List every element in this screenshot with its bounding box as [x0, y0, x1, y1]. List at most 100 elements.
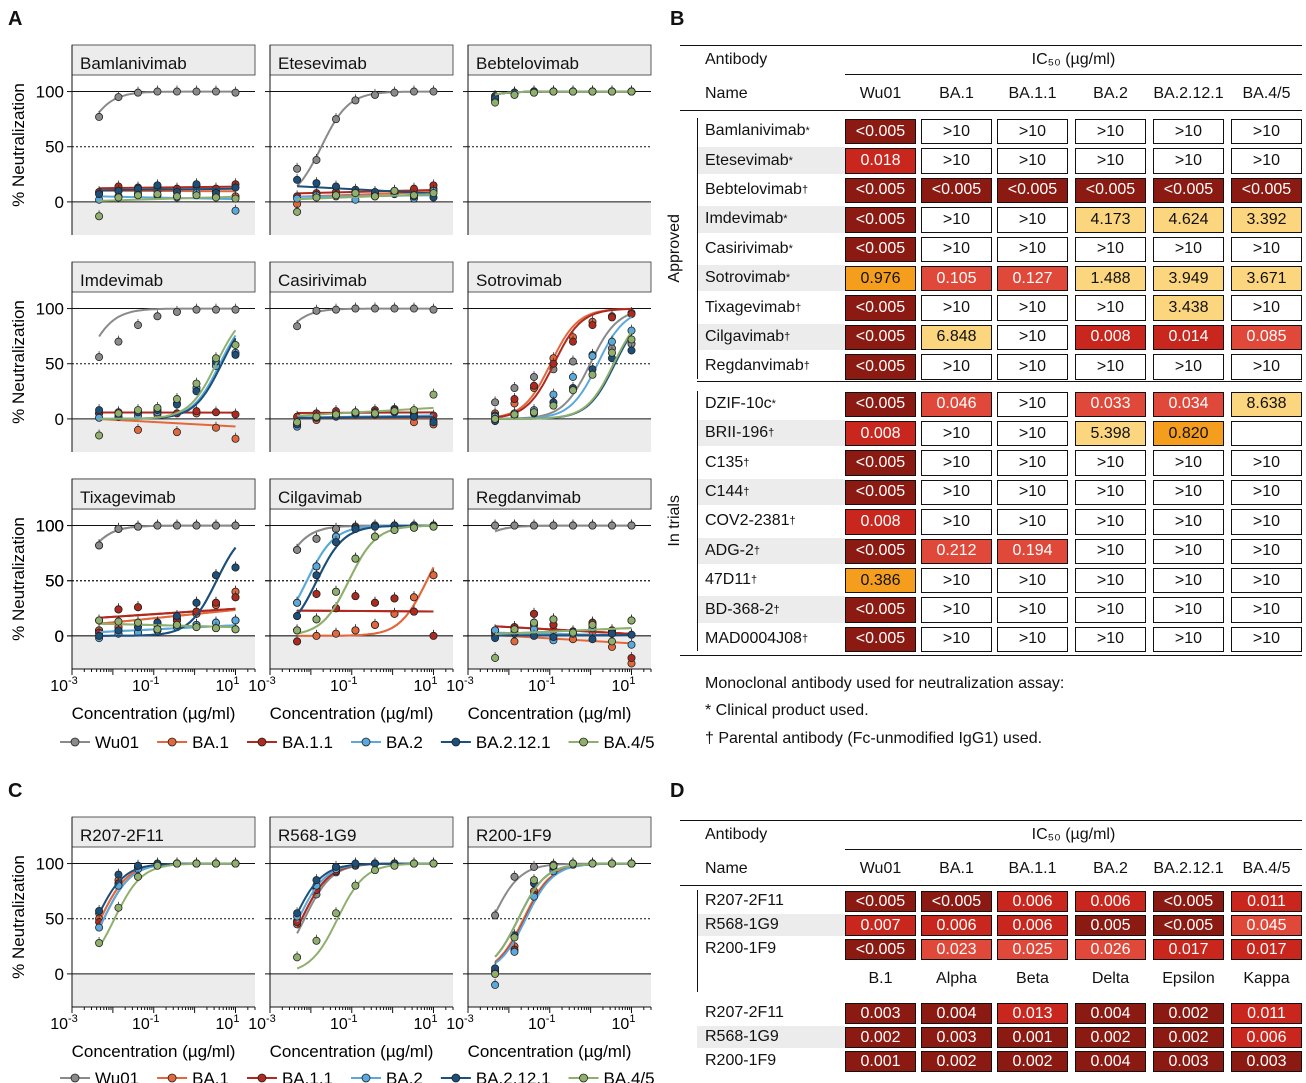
- ic50-cell: 0.017: [1153, 939, 1224, 960]
- data-point-ba-1-1: [114, 605, 123, 614]
- data-point-ba-4-5: [332, 909, 341, 918]
- data-point-wu01: [95, 353, 104, 362]
- subplot-tixagevimab: Tixagevimab 0 50 100 10-3 10-1 101 Concentratio…: [36, 478, 256, 723]
- subplot-r568-1g9: R568-1G9 10-3 10-1 101 Concentration (µg/ml): [248, 816, 454, 1061]
- data-point-ba-2-12-1: [491, 634, 500, 643]
- legend-label-ba-4-5: BA.4/5: [604, 733, 655, 752]
- legend-marker-ba-1-1: [257, 737, 267, 747]
- ic50-cell: <0.005: [845, 597, 916, 623]
- data-point-ba-4-5: [627, 87, 636, 96]
- legend-label-ba-2: BA.2: [386, 733, 423, 752]
- antibody-name-dzif-10c: DZIF-10c *: [705, 394, 776, 412]
- data-point-ba-2-12-1: [588, 635, 597, 644]
- antibody-name-r200-1f9: R200-1F9: [705, 940, 777, 957]
- y-tick-label: 0: [55, 627, 64, 646]
- column-header-ba-2: BA.2: [1093, 860, 1128, 877]
- data-point-ba-4-5: [192, 623, 201, 632]
- x-tick-label: 10-3: [248, 675, 276, 695]
- y-tick-label: 100: [36, 517, 64, 536]
- ic50-cell: 0.006: [921, 915, 992, 936]
- ic50-cell: >10: [921, 119, 992, 145]
- ic50-cell: 0.034: [1153, 391, 1224, 417]
- column-header-wu01: Wu01: [859, 860, 902, 877]
- negative-region: [468, 418, 651, 452]
- data-point-ba-2-12-1: [211, 571, 220, 580]
- data-point-ba-4-5: [134, 872, 143, 881]
- ic50-cell: >10: [921, 568, 992, 594]
- data-point-ba-4-5: [172, 859, 181, 868]
- antibody-name-regdanvimab: Regdanvimab †: [705, 357, 810, 375]
- ic50-cell: 0.002: [845, 1027, 916, 1048]
- data-point-ba-4-5: [231, 340, 240, 349]
- group-bracket: [697, 390, 698, 652]
- data-point-ba-2-12-1: [429, 418, 438, 427]
- data-point-ba-2: [95, 923, 104, 932]
- data-point-ba-2-12-1: [231, 350, 240, 359]
- subplot-title: R207-2F11: [80, 826, 164, 845]
- ic50-cell: >10: [997, 354, 1068, 380]
- data-point-ba-4-5: [390, 861, 399, 870]
- antibody-name-r207-2f11: R207-2F11: [705, 892, 784, 909]
- data-point-ba-4-5: [114, 903, 123, 912]
- subplot-title: Cilgavimab: [278, 488, 362, 507]
- data-point-wu01: [114, 524, 123, 533]
- fit-curve-ba-4-5: [99, 329, 237, 420]
- data-point-ba-4-5: [429, 390, 438, 399]
- data-point-wu01: [351, 96, 360, 105]
- data-point-ba-1-1: [530, 609, 539, 618]
- x-tick-label: 10-3: [50, 675, 78, 695]
- column-header-beta: Beta: [1016, 970, 1049, 987]
- fit-curve-ba-2-12-1: [99, 337, 237, 420]
- data-point-ba-4-5: [491, 653, 500, 662]
- negative-region: [468, 201, 651, 235]
- data-point-wu01: [370, 90, 379, 99]
- data-point-ba-2: [510, 947, 519, 956]
- ic50-cell: <0.005: [845, 391, 916, 417]
- data-point-ba-2-12-1: [332, 182, 341, 191]
- data-point-wu01: [95, 112, 104, 121]
- data-point-wu01: [172, 521, 181, 530]
- ic50-cell: >10: [1231, 450, 1302, 476]
- data-point-ba-2-12-1: [293, 612, 302, 621]
- legend-label-wu01: Wu01: [95, 733, 139, 752]
- data-point-ba-1-1: [231, 410, 240, 419]
- data-point-ba-4-5: [409, 859, 418, 868]
- data-point-ba-1-1: [211, 598, 220, 607]
- ic50-cell: <0.005: [845, 891, 916, 912]
- ic50-cell: >10: [997, 626, 1068, 653]
- footnote-mark: †: [789, 515, 796, 528]
- data-point-ba-2-12-1: [549, 633, 558, 642]
- ic50-cell: 0.014: [1153, 324, 1224, 351]
- data-point-ba-1-1: [588, 321, 597, 330]
- data-point-ba-1-1: [370, 598, 379, 607]
- data-point-wu01: [351, 304, 360, 313]
- data-point-wu01: [588, 521, 597, 530]
- fit-curve-ba-4-5: [495, 331, 633, 420]
- data-point-ba-4-5: [351, 189, 360, 198]
- ic50-cell: >10: [997, 479, 1068, 506]
- data-point-ba-2-12-1: [95, 631, 104, 640]
- group-label-in-trials: In trials: [666, 495, 683, 547]
- subplot-bebtelovimab: Bebtelovimab: [463, 44, 652, 235]
- y-tick-label: 50: [45, 138, 64, 157]
- data-point-ba-2-12-1: [231, 563, 240, 572]
- antibody-name-cov2-2381: COV2-2381 †: [705, 512, 796, 530]
- ic50-cell: 0.017: [1231, 939, 1302, 960]
- fit-curve-ba-2-12-1: [297, 185, 434, 195]
- ic50-cell: >10: [1231, 626, 1302, 653]
- ic50-cell: 3.392: [1231, 207, 1302, 233]
- subplot-title: Imdevimab: [80, 271, 163, 290]
- row-shade: [697, 1026, 845, 1048]
- ic50-cell: 3.671: [1231, 266, 1302, 292]
- fit-curve-ba-2-12-1: [99, 547, 237, 637]
- x-tick-exponent: -3: [464, 675, 474, 687]
- ic50-cell: 0.008: [1075, 324, 1146, 351]
- negative-region: [270, 201, 453, 235]
- subplot-title-strip: [269, 44, 454, 76]
- data-point-wu01: [312, 306, 321, 315]
- ic50-cell: >10: [921, 450, 992, 476]
- ic50-cell: 5.398: [1075, 421, 1146, 447]
- data-point-ba-4-5: [549, 87, 558, 96]
- data-point-wu01: [491, 521, 500, 530]
